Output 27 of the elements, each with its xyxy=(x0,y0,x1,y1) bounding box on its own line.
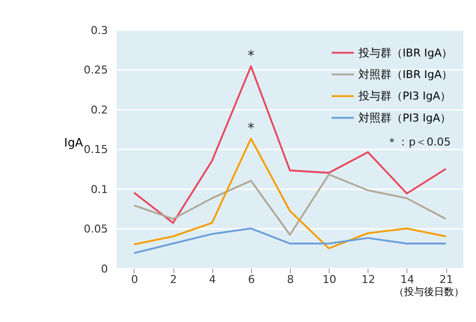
legend-label: 投与群（IBR IgA） xyxy=(358,46,453,60)
annotation: * xyxy=(248,48,255,64)
y-axis-title: IgA xyxy=(64,136,84,150)
y-tick-label: 0.2 xyxy=(90,103,108,116)
x-tick-label: 2 xyxy=(170,273,177,286)
y-tick-label: 0.05 xyxy=(84,222,108,236)
line-series xyxy=(133,174,447,236)
legend-label: 投与群（PI3 IgA） xyxy=(358,90,452,103)
x-tick-label: 4 xyxy=(209,273,216,286)
legend-label: 対照群（PI3 IgA） xyxy=(358,111,452,124)
annotation: * xyxy=(248,120,255,136)
x-tick-label: 10 xyxy=(322,273,336,286)
x-tick-label: 14 xyxy=(400,273,414,286)
x-tick-label: 8 xyxy=(286,273,294,286)
y-tick-label: 0.1 xyxy=(90,182,108,196)
annotation: ＊：p＜0.05 xyxy=(386,135,451,148)
x-tick-label: 12 xyxy=(361,273,376,286)
y-tick-label: 0 xyxy=(101,262,108,276)
legend-label: 対照群（IBR IgA） xyxy=(358,68,453,82)
x-tick-label: 6 xyxy=(248,273,255,286)
x-tick-label: 0 xyxy=(131,273,138,286)
y-tick-label: 0.3 xyxy=(90,24,108,37)
line-series xyxy=(133,228,447,254)
y-tick-label: 0.15 xyxy=(84,143,108,156)
x-tick-label: 21 xyxy=(439,273,454,286)
x-axis-title: （投与後日数） xyxy=(394,286,464,298)
y-tick-label: 0.25 xyxy=(84,64,108,77)
